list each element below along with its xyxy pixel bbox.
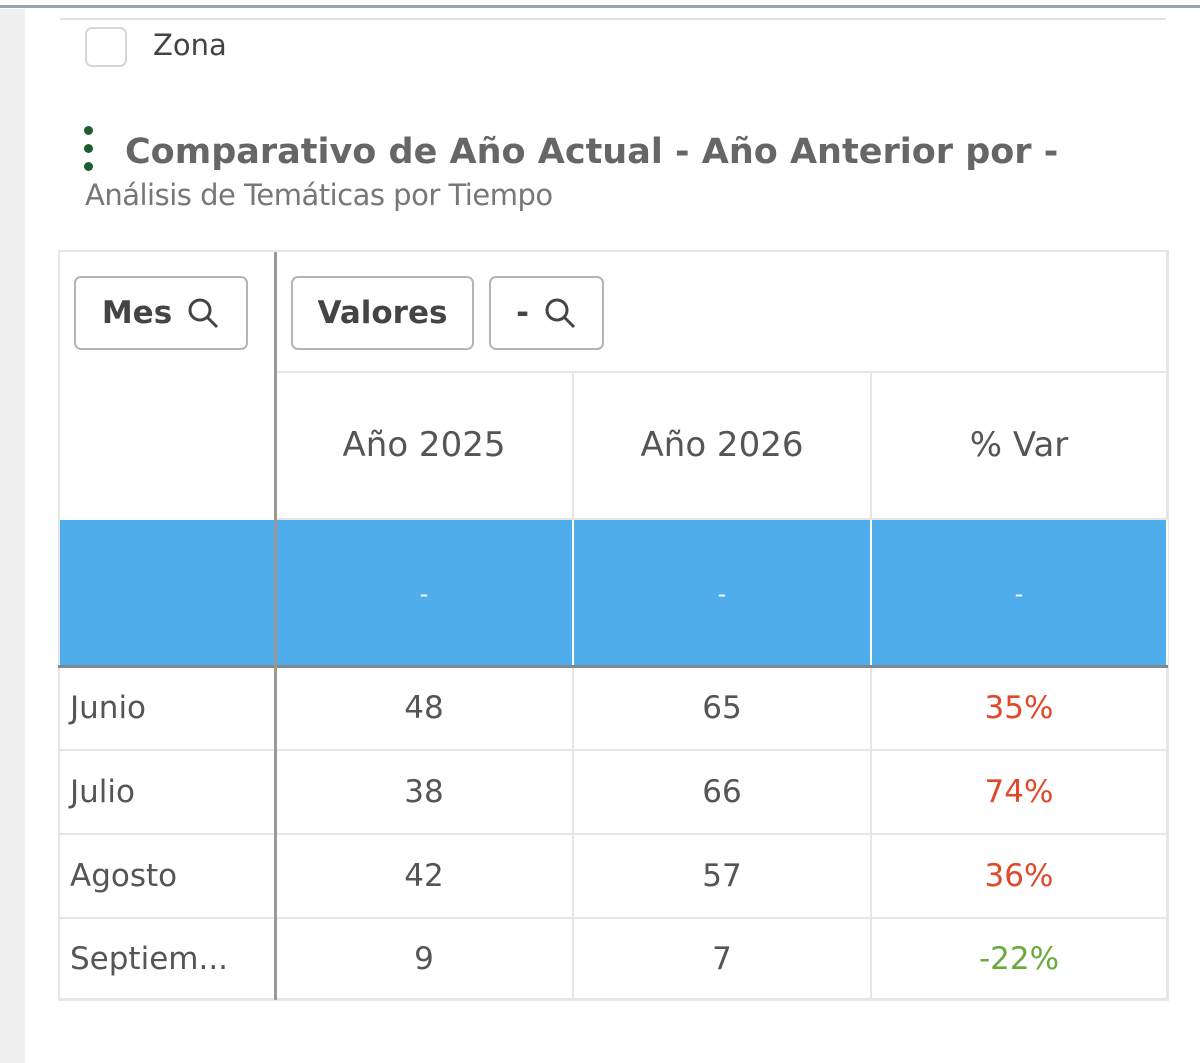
title: Comparativo de Año Actual - Año Anterior…: [125, 132, 1059, 172]
row-label: Agosto: [60, 835, 276, 919]
menu-dot[interactable]: [84, 126, 93, 135]
table: [58, 250, 1169, 1001]
button-label: Valores: [317, 295, 448, 331]
menu-dot[interactable]: [84, 162, 93, 171]
data-cell: 48: [276, 667, 574, 751]
row-label: Septiem...: [60, 919, 276, 1000]
data-cell: 35%: [872, 667, 1168, 751]
data-cell: 57: [574, 835, 872, 919]
column-header: % Var: [872, 372, 1168, 520]
checkbox[interactable]: [85, 27, 127, 67]
total-separator: [58, 665, 1168, 668]
top-bar: [0, 0, 1200, 9]
total-cell: -: [276, 520, 574, 667]
total-cell: -: [574, 520, 872, 667]
row-label: Julio: [60, 751, 276, 835]
column-header: Año 2026: [574, 372, 872, 520]
filter-label[interactable]: Zona: [153, 28, 227, 62]
side-strip: [0, 0, 25, 1063]
separator: [60, 18, 1166, 20]
data-cell: 74%: [872, 751, 1168, 835]
data-cell: 66: [574, 751, 872, 835]
dimension-button[interactable]: -: [489, 276, 604, 350]
data-cell: 65: [574, 667, 872, 751]
button-label: -: [516, 295, 529, 331]
data-cell: 42: [276, 835, 574, 919]
column-divider: [274, 252, 277, 1000]
subtitle: Análisis de Temáticas por Tiempo: [85, 178, 553, 212]
row-label: Junio: [60, 667, 276, 751]
dimension-button[interactable]: Valores: [291, 276, 474, 350]
search-icon: [188, 298, 219, 329]
total-row-label: [60, 520, 276, 667]
total-cell: -: [872, 520, 1168, 667]
data-cell: 38: [276, 751, 574, 835]
data-cell: -22%: [872, 919, 1168, 1000]
data-cell: 7: [574, 919, 872, 1000]
data-cell: 9: [276, 919, 574, 1000]
data-cell: 36%: [872, 835, 1168, 919]
menu-dot[interactable]: [84, 144, 93, 153]
search-icon: [545, 298, 575, 329]
dimension-button[interactable]: Mes: [74, 276, 248, 350]
button-label: Mes: [101, 295, 173, 331]
header-cell: [276, 252, 1168, 373]
column-header: Año 2025: [276, 372, 574, 520]
